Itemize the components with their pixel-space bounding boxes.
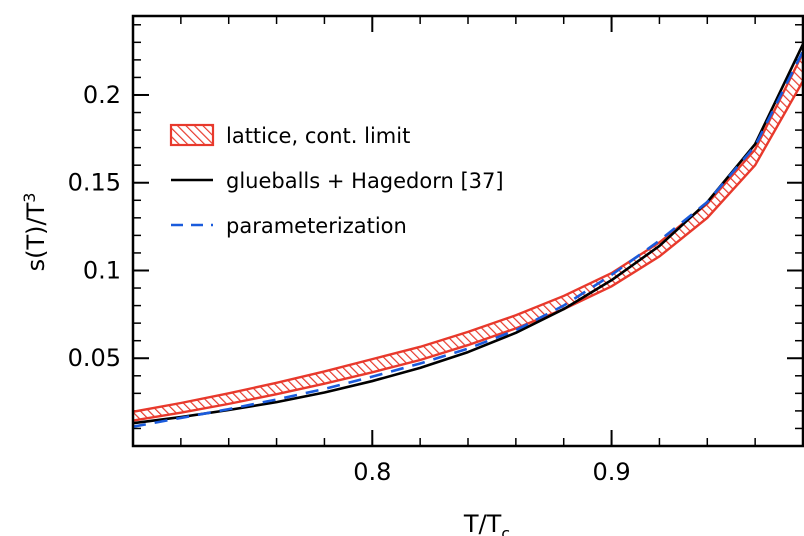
tick-labels: 0.8 0.9 0.05 0.1 0.15 0.2 [68, 81, 631, 486]
y-tick-label: 0.2 [83, 81, 121, 109]
lattice-band-lower-edge [133, 80, 803, 422]
y-tick-label: 0.05 [68, 344, 121, 372]
x-axis-label: T/Tc [463, 510, 510, 536]
plot-area [133, 43, 803, 428]
legend: lattice, cont. limit glueballs + Hagedorn… [169, 123, 504, 238]
y-tick-label: 0.1 [83, 256, 121, 284]
legend-label: lattice, cont. limit [226, 124, 410, 148]
x-tick-label: 0.9 [592, 458, 630, 486]
x-tick-label: 0.8 [353, 458, 391, 486]
legend-label: glueballs + Hagedorn [37] [226, 169, 504, 193]
plot-frame [131, 14, 804, 448]
axis-ticks [132, 16, 804, 447]
legend-swatch-lattice [169, 123, 215, 147]
legend-label: parameterization [226, 214, 407, 238]
glueballs-hagedorn-line [133, 43, 803, 425]
y-tick-label: 0.15 [68, 169, 121, 197]
y-axis-label: s(T)/T3 [20, 193, 50, 272]
parameterization-line [133, 50, 803, 428]
